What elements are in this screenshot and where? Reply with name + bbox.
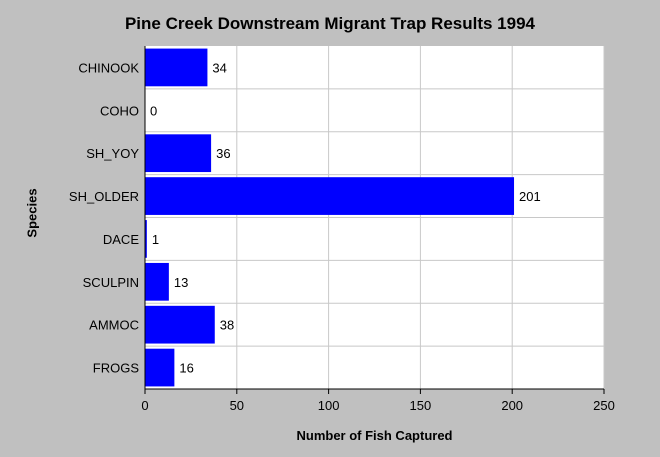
category-label: CHINOOK [78,60,139,75]
chart-title: Pine Creek Downstream Migrant Trap Resul… [124,14,536,33]
x-tick-labels: 0 50 100 150 200 250 [141,389,615,413]
y-axis-title: Species [24,188,40,238]
bar-sh_older [145,177,515,215]
bar-ammoc [145,305,215,344]
bar-sh_yoy [145,134,212,173]
bar-value-labels: 34 0 36 201 1 13 38 16 [150,60,541,375]
category-label: SCULPIN [83,275,139,290]
x-tick-label: 250 [593,398,615,413]
category-label: DACE [103,232,139,247]
category-label: SH_OLDER [69,189,139,204]
bar-value-label: 201 [519,189,541,204]
category-labels: CHINOOK COHO SH_YOY SH_OLDER DACE SCULPIN AMMO… [69,60,139,375]
bars [145,48,515,387]
bar-value-label: 16 [179,361,193,376]
bar-value-label: 38 [220,318,234,333]
x-tick-label: 100 [318,398,340,413]
x-axis-title: Number of Fish Captured [296,428,453,443]
x-tick-label: 150 [410,398,432,413]
bar-value-label: 0 [150,103,157,118]
x-tick-label: 200 [501,398,523,413]
bar-sculpin [145,262,169,301]
grid-lines [145,46,605,389]
category-label: AMMOC [89,318,139,333]
category-label: SH_YOY [86,146,139,161]
category-label: COHO [100,103,139,118]
bar-frogs [145,348,175,387]
bar-value-label: 1 [152,232,159,247]
bar-value-label: 13 [174,275,188,290]
category-label: FROGS [93,361,140,376]
bar-chinook [145,48,208,87]
bar-dace [145,220,147,258]
x-tick-label: 50 [230,398,244,413]
x-tick-label: 0 [141,398,148,413]
bar-value-label: 36 [216,146,230,161]
bar-value-label: 34 [212,60,226,75]
